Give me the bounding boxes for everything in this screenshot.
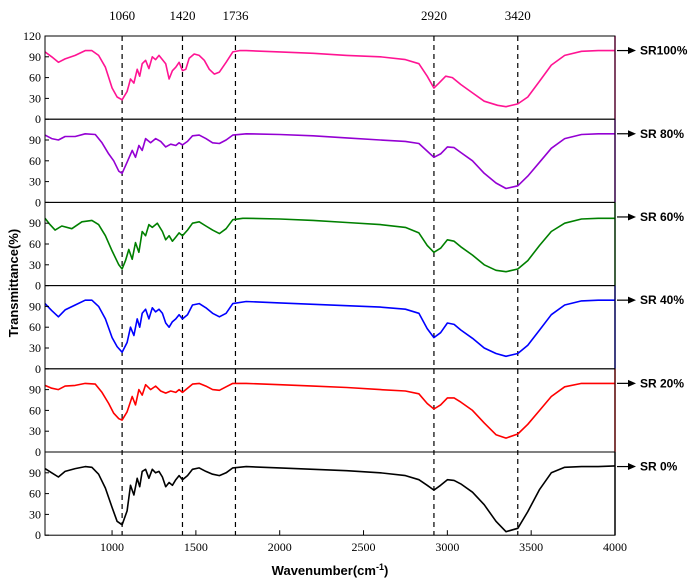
y-tick-label: 90 xyxy=(29,299,41,313)
series-arrowhead-3 xyxy=(628,296,636,304)
x-axis-title: Wavenumber(cm-1) xyxy=(272,562,389,578)
y-tick-label: 90 xyxy=(29,216,41,230)
y-tick-label: 0 xyxy=(35,112,41,126)
y-tick-label: 60 xyxy=(29,320,41,334)
x-tick-label: 2000 xyxy=(268,540,292,554)
x-tick-label: 1000 xyxy=(100,540,124,554)
y-tick-label: 60 xyxy=(29,237,41,251)
y-tick-label: 90 xyxy=(29,466,41,480)
y-tick-label: 120 xyxy=(23,29,41,43)
series-arrowhead-5 xyxy=(628,463,636,471)
y-tick-label: 0 xyxy=(35,279,41,293)
y-tick-label: 90 xyxy=(29,50,41,64)
peak-markers: 1060 1420 1736 2920 3420 xyxy=(109,8,531,536)
series-label-5: SR 0% xyxy=(640,460,678,474)
y-tick-label: 0 xyxy=(35,195,41,209)
panel-frame-0 xyxy=(44,35,616,120)
y-tick-label: 30 xyxy=(29,258,41,272)
series-label-2: SR 60% xyxy=(640,210,684,224)
series-label-0: SR100% xyxy=(640,44,688,58)
y-tick-label: 60 xyxy=(29,403,41,417)
x-tick-label: 3000 xyxy=(435,540,459,554)
series-line-0 xyxy=(44,49,615,108)
y-tick-label: 30 xyxy=(29,341,41,355)
y-tick-label: 60 xyxy=(29,487,41,501)
series-line-3 xyxy=(44,299,615,358)
series-label-4: SR 20% xyxy=(640,376,684,390)
series-arrowhead-0 xyxy=(628,47,636,55)
series-line-4 xyxy=(44,382,615,439)
series-line-1 xyxy=(44,133,615,190)
x-axis-title-close: ) xyxy=(384,563,388,578)
y-tick-label: 30 xyxy=(29,507,41,521)
panel-frame-2 xyxy=(44,201,616,287)
y-axis-title: Transmittance(%) xyxy=(6,229,21,337)
series-label-3: SR 40% xyxy=(640,293,684,307)
series-label-1: SR 80% xyxy=(640,127,684,141)
y-tick-label: 30 xyxy=(29,175,41,189)
series-arrowhead-4 xyxy=(628,379,636,387)
series-arrowhead-1 xyxy=(628,130,636,138)
peak-label-1736: 1736 xyxy=(222,8,249,23)
y-tick-label: 60 xyxy=(29,154,41,168)
peak-label-1060: 1060 xyxy=(109,8,135,23)
peak-label-1420: 1420 xyxy=(169,8,195,23)
y-tick-label: 0 xyxy=(35,528,41,542)
y-tick-label: 30 xyxy=(29,91,41,105)
series-line-2 xyxy=(44,217,615,273)
x-tick-label: 2500 xyxy=(352,540,376,554)
y-tick-label: 0 xyxy=(35,445,41,459)
panel-frame-1 xyxy=(44,118,616,203)
peak-label-3420: 3420 xyxy=(505,8,531,23)
y-tick-label: 30 xyxy=(29,424,41,438)
x-tick-label: 1500 xyxy=(184,540,208,554)
axes: 0 30 60 90 120 0 30 60 90 0 30 60 90 0 30 60 90 0 30 60 90 0 3… xyxy=(23,29,627,554)
y-tick-label: 60 xyxy=(29,71,41,85)
y-tick-label: 90 xyxy=(29,383,41,397)
series-arrowhead-2 xyxy=(628,213,636,221)
x-tick-label: 4000 xyxy=(603,540,627,554)
x-tick-label: 3500 xyxy=(519,540,543,554)
y-tick-label: 0 xyxy=(35,362,41,376)
series-labels: SR100% SR 80% SR 60% SR 40% SR 20% SR 0% xyxy=(617,44,688,474)
y-tick-label: 90 xyxy=(29,133,41,147)
x-axis-title-sup: -1 xyxy=(376,562,384,572)
panel-frame-4 xyxy=(44,368,616,453)
panel-frame-5 xyxy=(44,451,616,536)
series-line-5 xyxy=(44,465,616,533)
peak-label-2920: 2920 xyxy=(421,8,447,23)
x-axis-title-main: Wavenumber(cm xyxy=(272,563,376,578)
